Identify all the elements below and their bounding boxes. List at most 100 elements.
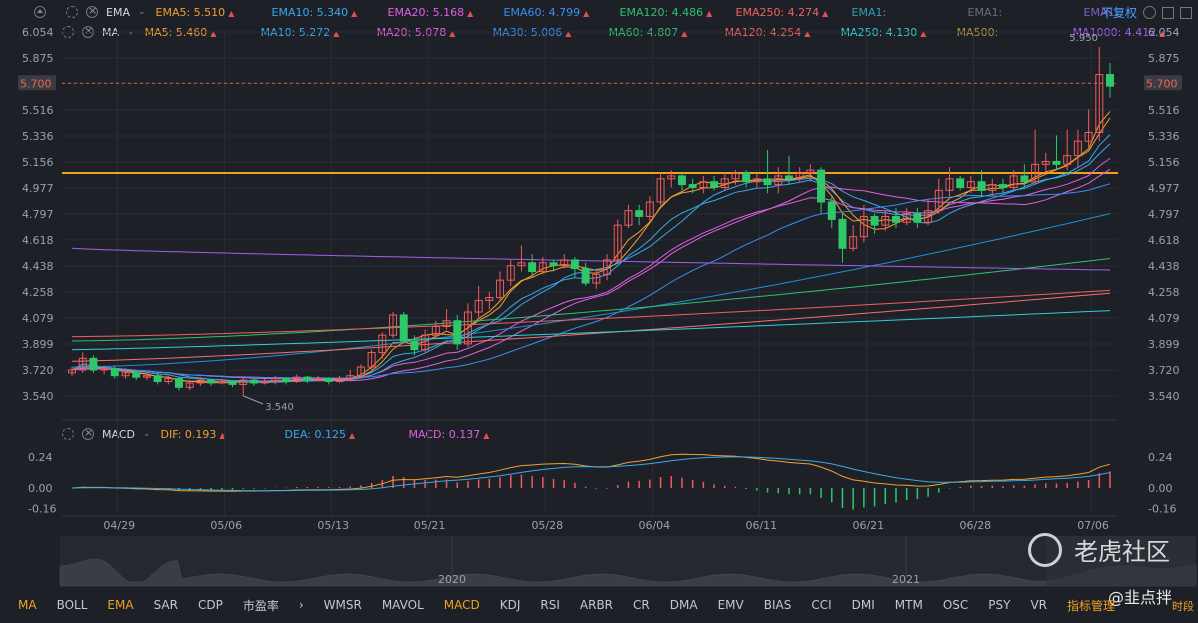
indicator-tab[interactable]: MTM xyxy=(894,598,923,612)
candle-body xyxy=(453,320,462,345)
candle-body xyxy=(506,265,515,281)
macd-panel xyxy=(71,453,1111,510)
candle-body xyxy=(292,376,301,383)
candle-body xyxy=(635,210,644,217)
ma250-line xyxy=(71,310,1111,351)
candle-body xyxy=(677,175,686,186)
indicator-tab[interactable]: CDP xyxy=(197,598,223,612)
y-tick-label: 4.977 xyxy=(1148,182,1180,195)
indicator-tab[interactable]: PSY xyxy=(988,598,1011,612)
indicator-tab[interactable]: BOLL xyxy=(56,598,88,612)
candle-body xyxy=(720,178,729,189)
up-arrow-icon: ▲ xyxy=(706,8,713,18)
x-tick-label: 07/06 xyxy=(1077,519,1109,532)
up-arrow-icon: ▲ xyxy=(822,8,829,18)
reset-icon[interactable] xyxy=(1143,6,1156,19)
fullscreen-icon[interactable] xyxy=(1180,6,1192,19)
legend-value: EMA5: 5.510 ▲ xyxy=(155,5,235,19)
navigator-window xyxy=(1046,536,1196,586)
chevron-down-icon[interactable]: ⌄ xyxy=(137,7,146,17)
y-tick-label: 5.336 xyxy=(22,130,54,143)
candle-body xyxy=(1052,160,1061,165)
watermark: 老虎社区 xyxy=(1028,532,1170,567)
indicator-tab[interactable]: MACD xyxy=(443,598,480,612)
indicator-tab[interactable]: MAVOL xyxy=(381,598,424,612)
candle-body xyxy=(902,213,911,223)
indicator-tab[interactable]: VR xyxy=(1030,598,1047,612)
indicator-tab[interactable]: EMV xyxy=(717,598,744,612)
y-tick-label: 6.054 xyxy=(1148,26,1180,39)
y-tick-label: 5.156 xyxy=(22,156,54,169)
candle-body xyxy=(934,189,943,212)
candle-body xyxy=(827,201,836,220)
x-tick-label: 06/11 xyxy=(745,519,777,532)
price-chart[interactable]: 6.054 6.054 5.875 5.875 5.516 5.516 5.336 5.336… xyxy=(0,0,1198,590)
y-tick-label: 4.258 xyxy=(22,286,54,299)
candle-body xyxy=(667,175,676,180)
indicator-tab[interactable]: BIAS xyxy=(763,598,792,612)
adjust-mode-button[interactable]: 不复权 xyxy=(1100,6,1137,20)
grid xyxy=(62,31,1118,517)
indicator-tab[interactable]: DMI xyxy=(851,598,875,612)
x-tick-label: 06/21 xyxy=(852,519,884,532)
candle-body xyxy=(528,262,537,272)
candle-body xyxy=(378,334,387,354)
indicator-tab[interactable]: CR xyxy=(633,598,650,612)
chart-tools: 不复权 xyxy=(1101,4,1192,21)
y-tick-label: 5.875 xyxy=(22,52,54,65)
indicator-tab[interactable]: DMA xyxy=(669,598,698,612)
candle-body xyxy=(731,172,740,180)
candle-body xyxy=(89,357,98,371)
indicator-tab[interactable]: MA xyxy=(18,598,37,612)
y-tick-label: 5.875 xyxy=(1148,52,1180,65)
indicator-tab[interactable]: › xyxy=(298,598,304,612)
period-button[interactable]: 时段 xyxy=(1172,600,1194,613)
close-icon[interactable] xyxy=(86,4,98,18)
legend-value: EMA10: 5.340 ▲ xyxy=(271,5,358,19)
ma10-line xyxy=(71,143,1111,383)
y-tick-label: 4.797 xyxy=(22,208,54,221)
gear-icon[interactable] xyxy=(66,6,78,18)
up-arrow-icon: ▲ xyxy=(483,430,490,440)
indicator-tab[interactable]: WMSR xyxy=(323,598,362,612)
candle-body xyxy=(977,181,986,191)
range-navigator[interactable]: 2020 2021 xyxy=(59,536,1197,587)
up-arrow-icon: ▲ xyxy=(333,28,340,38)
ma60-line xyxy=(71,213,1111,368)
candle-body xyxy=(956,178,965,189)
gear-icon[interactable] xyxy=(62,428,74,440)
close-icon[interactable] xyxy=(82,426,94,440)
candle-body xyxy=(185,382,194,388)
indicator-tab[interactable]: SAR xyxy=(153,598,178,612)
candle-body xyxy=(1073,140,1082,157)
indicator-tab[interactable]: CCI xyxy=(811,598,832,612)
candle-body xyxy=(100,367,109,371)
indicator-tab[interactable]: 市盈率 xyxy=(242,598,279,613)
candle-body xyxy=(592,273,601,284)
y-tick-label: 5.516 xyxy=(1148,104,1180,117)
indicator-tab[interactable]: 指标管理 xyxy=(1067,598,1116,613)
current-price-label: 5.700 xyxy=(20,77,52,90)
candle-body xyxy=(624,210,633,226)
low-marker xyxy=(243,395,264,405)
candle-body xyxy=(442,320,451,328)
ema250-line xyxy=(72,289,1111,338)
indicator-tab[interactable]: EMA xyxy=(107,598,134,612)
candle-body xyxy=(645,201,654,217)
collapse-icon[interactable] xyxy=(34,6,46,18)
indicator-name: MACD xyxy=(102,427,135,441)
candle-body xyxy=(538,262,547,272)
navigator-area xyxy=(59,558,1197,587)
candle-body xyxy=(849,236,858,249)
candle-body xyxy=(560,259,569,267)
x-tick-label: 04/29 xyxy=(103,519,135,532)
indicator-tab[interactable]: KDJ xyxy=(499,598,521,612)
up-arrow-icon: ▲ xyxy=(804,28,811,38)
candle-body xyxy=(217,381,226,384)
indicator-tab[interactable]: OSC xyxy=(942,598,969,612)
chevron-down-icon[interactable]: ⌄ xyxy=(142,429,151,439)
expand-icon[interactable] xyxy=(1162,6,1174,19)
ema-legend: EMA ⌄ EMA5: 5.510▲ EMA10: 5.340▲ EMA20: 5.… xyxy=(0,2,1198,22)
indicator-tab[interactable]: RSI xyxy=(540,598,560,612)
indicator-tab[interactable]: ARBR xyxy=(579,598,614,612)
